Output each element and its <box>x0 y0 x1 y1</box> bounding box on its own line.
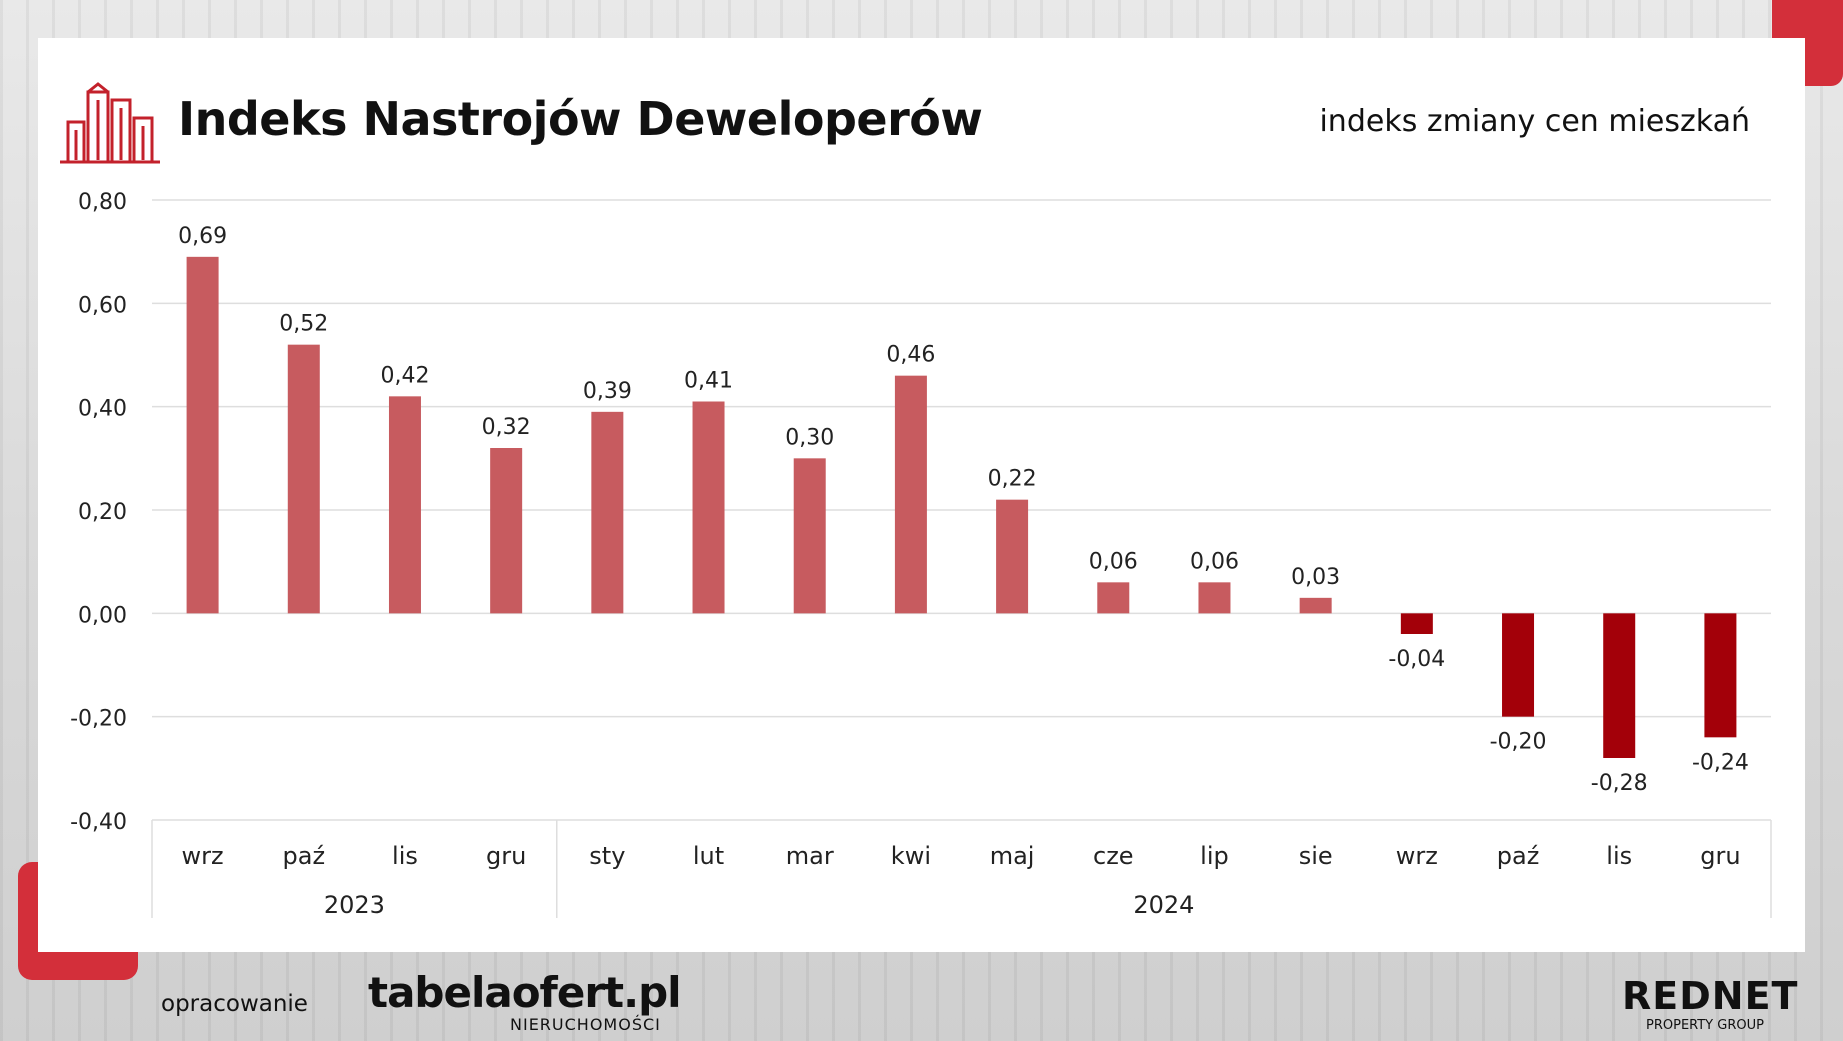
bar <box>287 344 320 614</box>
bar <box>490 448 523 614</box>
y-tick-label: 0,40 <box>78 397 127 422</box>
bar <box>388 396 421 614</box>
x-tick-label: mar <box>786 842 834 870</box>
data-label: 0,52 <box>279 312 328 337</box>
bar <box>894 375 927 614</box>
year-group-label: 2024 <box>1133 891 1194 919</box>
bar <box>1198 582 1231 614</box>
data-label: -0,20 <box>1490 730 1547 755</box>
x-tick-label: wrz <box>1396 842 1438 870</box>
y-tick-label: -0,20 <box>70 707 127 732</box>
x-tick-label: paź <box>1497 842 1540 870</box>
footer-credit-label: opracowanie <box>161 991 308 1017</box>
y-tick-label: 0,20 <box>78 500 127 525</box>
y-tick-label: 0,00 <box>78 603 127 628</box>
x-tick-label: lut <box>693 842 724 870</box>
y-tick-label: 0,80 <box>78 190 127 215</box>
x-tick-label: lip <box>1200 842 1229 870</box>
bar <box>591 411 624 614</box>
data-label: 0,42 <box>380 363 429 388</box>
data-label: 0,22 <box>988 467 1037 492</box>
x-tick-label: gru <box>486 842 526 870</box>
data-label: -0,24 <box>1692 750 1749 775</box>
bar <box>793 458 826 614</box>
data-label: -0,28 <box>1591 771 1648 796</box>
bar <box>1097 582 1130 614</box>
bar <box>186 256 219 614</box>
data-label: 0,03 <box>1291 565 1340 590</box>
x-tick-label: paź <box>283 842 326 870</box>
city-buildings-icon <box>58 82 162 169</box>
x-tick-label: wrz <box>182 842 224 870</box>
year-group-label: 2023 <box>324 891 385 919</box>
x-tick-label: kwi <box>891 842 931 870</box>
chart-subtitle: indeks zmiany cen mieszkań <box>1319 104 1750 139</box>
data-label: 0,06 <box>1190 549 1239 574</box>
data-label: 0,46 <box>886 343 935 368</box>
x-tick-label: lis <box>392 842 418 870</box>
data-label: 0,41 <box>684 369 733 394</box>
bar <box>1299 597 1332 614</box>
y-tick-label: 0,60 <box>78 293 127 318</box>
y-tick-label: -0,40 <box>70 810 127 835</box>
x-tick-label: sty <box>589 842 625 870</box>
data-label: 0,39 <box>583 379 632 404</box>
x-tick-label: gru <box>1700 842 1740 870</box>
x-tick-label: cze <box>1093 842 1134 870</box>
data-label: 0,06 <box>1089 549 1138 574</box>
brand-logo-subtext: NIERUCHOMOŚCI <box>510 1015 661 1034</box>
data-label: -0,04 <box>1388 647 1445 672</box>
bar <box>1603 613 1636 758</box>
partner-logo-text: REDNET <box>1622 974 1799 1018</box>
data-label: 0,32 <box>482 415 531 440</box>
data-label: 0,30 <box>785 425 834 450</box>
x-tick-label: sie <box>1299 842 1333 870</box>
x-tick-label: maj <box>990 842 1035 870</box>
bar <box>1502 613 1535 717</box>
data-label: 0,69 <box>178 224 227 249</box>
bar <box>692 401 725 614</box>
chart-title: Indeks Nastrojów Deweloperów <box>178 92 983 146</box>
bar <box>996 499 1029 614</box>
bar <box>1400 613 1433 634</box>
bar <box>1704 613 1737 738</box>
brand-logo-text: tabelaofert.pl <box>368 968 682 1017</box>
x-tick-label: lis <box>1606 842 1632 870</box>
partner-logo-subtext: PROPERTY GROUP <box>1646 1018 1764 1033</box>
